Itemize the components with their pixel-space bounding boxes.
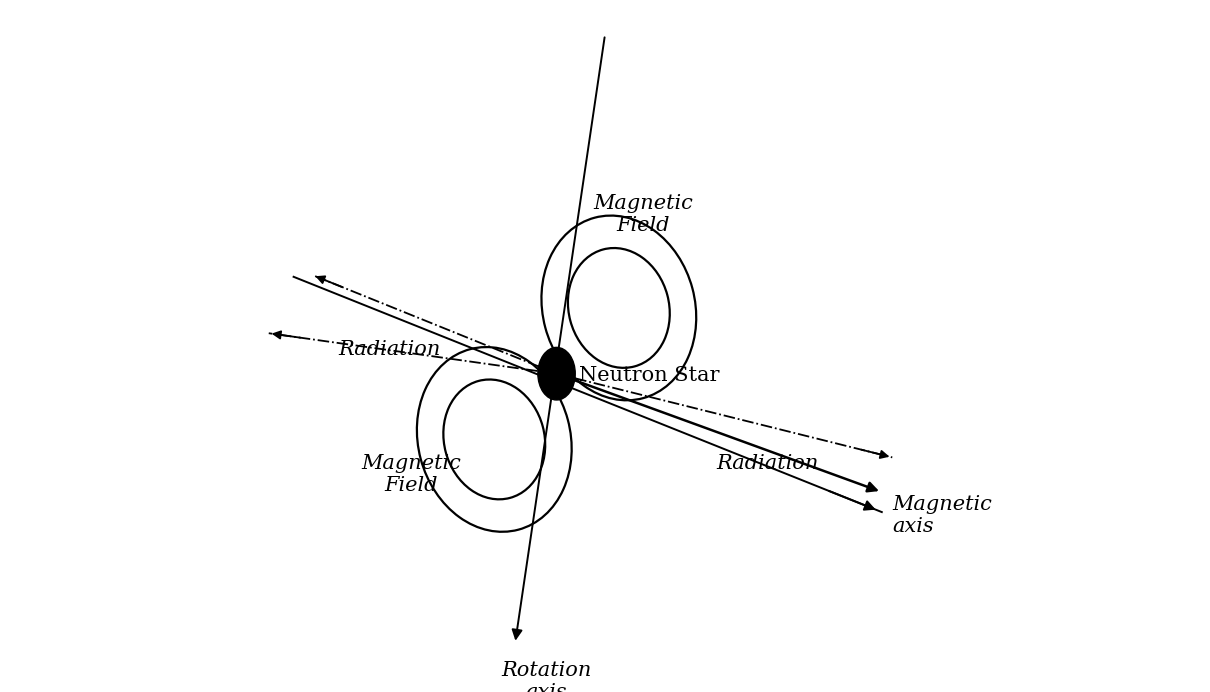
Ellipse shape	[538, 347, 575, 400]
Text: Rotation
axis: Rotation axis	[501, 661, 592, 692]
Text: Magnetic
axis: Magnetic axis	[892, 495, 992, 536]
Text: Radiation: Radiation	[716, 454, 819, 473]
Text: Magnetic
Field: Magnetic Field	[362, 453, 461, 495]
Text: Neutron Star: Neutron Star	[578, 365, 719, 385]
Text: Magnetic
Field: Magnetic Field	[593, 194, 693, 235]
Text: Radiation: Radiation	[339, 340, 440, 359]
